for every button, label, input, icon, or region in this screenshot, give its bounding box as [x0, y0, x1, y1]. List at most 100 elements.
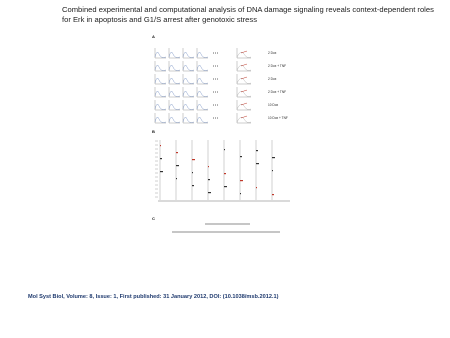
trace	[196, 116, 209, 123]
dots: • • •	[213, 64, 218, 68]
row-label: 2 Dox + TNF	[268, 90, 286, 94]
trace	[154, 77, 167, 84]
trace	[154, 64, 167, 71]
bar	[224, 149, 225, 151]
mini-plot	[236, 74, 251, 85]
mini-plot	[182, 74, 194, 85]
bar	[208, 192, 211, 194]
trace	[168, 64, 181, 71]
mini-plot	[154, 61, 166, 72]
arrow	[240, 50, 248, 54]
mini-plot	[154, 87, 166, 98]
arrow	[240, 102, 248, 106]
trace	[168, 77, 181, 84]
bar	[192, 159, 195, 161]
trace	[154, 51, 167, 58]
panel-letter: C	[152, 216, 155, 221]
row-label: 10 Dox + TNF	[268, 116, 288, 120]
bar	[272, 194, 274, 196]
row-label: 2 Dox + TNF	[268, 64, 286, 68]
panel-letter: A	[152, 34, 155, 39]
row-label: 2 Dox	[268, 51, 277, 55]
mini-plot	[196, 74, 208, 85]
arrow	[240, 63, 248, 67]
title-line: Combined experimental and computational …	[62, 5, 434, 14]
bar	[160, 171, 163, 173]
trace	[182, 90, 195, 97]
mini-plot	[182, 61, 194, 72]
trace	[182, 51, 195, 58]
mini-plot	[196, 61, 208, 72]
dots: • • •	[213, 77, 218, 81]
mini-plot	[168, 74, 180, 85]
trace	[236, 116, 252, 123]
bar	[176, 178, 177, 180]
trace	[236, 77, 252, 84]
dots: • • •	[213, 116, 218, 120]
mini-plot	[196, 87, 208, 98]
trace	[236, 51, 252, 58]
dots: • • •	[213, 51, 218, 55]
trace	[154, 90, 167, 97]
mini-plot	[236, 87, 251, 98]
bar	[272, 170, 273, 172]
arrow	[240, 76, 248, 80]
mini-plot	[168, 87, 180, 98]
arrow	[240, 115, 248, 119]
trace	[236, 90, 252, 97]
row-label: 10 Dox	[268, 103, 279, 107]
trace	[182, 103, 195, 110]
trace	[182, 64, 195, 71]
bar	[208, 179, 210, 181]
mini-plot	[168, 113, 180, 124]
trace	[196, 103, 209, 110]
mini-plot	[182, 113, 194, 124]
mini-plot	[168, 48, 180, 59]
trace	[154, 103, 167, 110]
mini-plot	[154, 74, 166, 85]
mini-plot	[196, 100, 208, 111]
mini-plot	[236, 48, 251, 59]
trace	[168, 103, 181, 110]
bar	[256, 187, 257, 189]
arrow	[240, 89, 248, 93]
bar	[256, 163, 259, 165]
trace	[196, 77, 209, 84]
trace	[168, 51, 181, 58]
bar	[192, 172, 193, 174]
bar	[256, 150, 258, 152]
bar	[176, 165, 179, 167]
trace	[154, 116, 167, 123]
mini-plot	[182, 87, 194, 98]
row-label: 2 Dox	[268, 77, 277, 81]
mini-plot	[196, 113, 208, 124]
bar	[208, 166, 209, 168]
citation: Mol Syst Biol, Volume: 8, Issue: 1, Firs…	[28, 294, 279, 300]
mini-plot	[236, 113, 251, 124]
trace	[196, 90, 209, 97]
trace	[236, 64, 252, 71]
trace	[182, 77, 195, 84]
mini-plot	[236, 61, 251, 72]
trace	[182, 116, 195, 123]
bar	[224, 186, 227, 188]
bar	[176, 152, 178, 154]
mini-plot	[168, 61, 180, 72]
bar	[240, 180, 243, 182]
bar	[272, 157, 275, 159]
mini-plot	[182, 100, 194, 111]
trace	[196, 64, 209, 71]
panel-letter: B	[152, 129, 155, 134]
bar	[240, 156, 242, 158]
trace	[168, 90, 181, 97]
mini-plot	[182, 48, 194, 59]
dots: • • •	[213, 103, 218, 107]
trace	[236, 103, 252, 110]
dots: • • •	[213, 90, 218, 94]
bar	[160, 158, 162, 160]
mini-plot	[196, 48, 208, 59]
bar	[240, 193, 241, 195]
bar	[160, 145, 161, 147]
mini-plot	[154, 48, 166, 59]
